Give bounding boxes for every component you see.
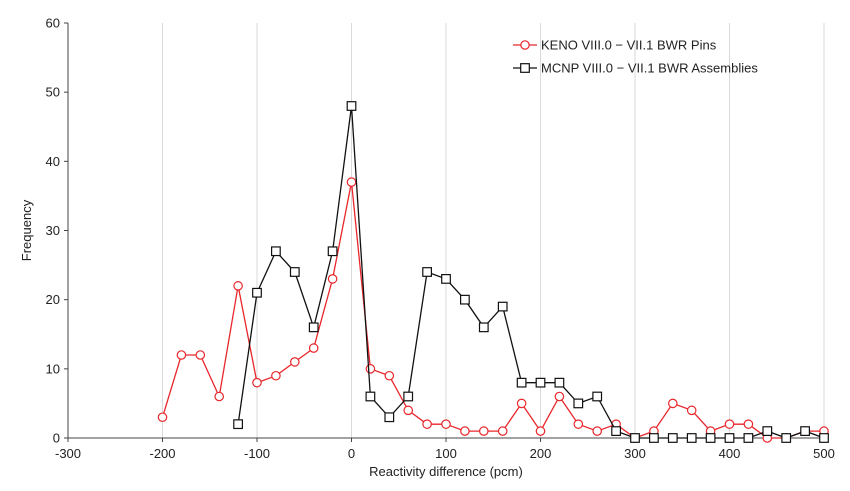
data-point-0 [724, 419, 735, 429]
y-tick-label: 10 [46, 361, 60, 376]
grid [162, 23, 825, 438]
legend-marker-mcnp [520, 63, 530, 73]
data-point-0 [346, 177, 357, 187]
x-axis-label: Reactivity difference (pcm) [369, 464, 523, 479]
data-point-1 [724, 433, 735, 443]
data-point-1 [441, 274, 451, 284]
data-point-0 [743, 419, 754, 429]
x-tick-label: -100 [244, 446, 270, 461]
data-point-1 [686, 433, 697, 443]
data-point-0 [403, 405, 413, 416]
data-point-1 [705, 433, 716, 443]
series-line-0 [161, 181, 824, 439]
x-tick-label: 200 [530, 446, 552, 461]
data-point-1 [365, 391, 376, 402]
data-point-1 [554, 377, 565, 388]
data-point-1 [497, 301, 508, 312]
data-point-0 [554, 391, 565, 402]
x-tick-label: 0 [348, 446, 355, 461]
data-point-0 [460, 426, 470, 436]
data-point-0 [365, 364, 376, 374]
legend-label-keno: KENO VIII.0 − VII.1 BWR Pins [541, 38, 717, 53]
data-point-1 [781, 433, 792, 443]
data-point-0 [271, 370, 281, 381]
y-axis-label: Frequency [19, 199, 34, 261]
data-point-1 [384, 412, 395, 423]
x-tick-label: 500 [813, 446, 835, 461]
data-point-1 [346, 101, 357, 111]
data-point-0 [441, 419, 451, 429]
x-tick-label: -300 [55, 446, 81, 461]
x-tick-label: 300 [624, 446, 646, 461]
y-tick-label: 30 [46, 223, 60, 238]
x-tick-label: -200 [149, 446, 175, 461]
legend-label-mcnp: MCNP VIII.0 − VII.1 BWR Assemblies [541, 61, 758, 76]
data-point-0 [384, 370, 395, 381]
data-point-0 [252, 377, 262, 388]
data-point-0 [592, 426, 602, 436]
data-point-0 [176, 350, 187, 360]
data-point-1 [516, 377, 527, 388]
y-tick-label: 50 [46, 85, 60, 100]
y-tick-label: 0 [53, 431, 60, 446]
legend-marker-keno [520, 40, 530, 50]
data-point-0 [535, 426, 546, 436]
data-point-0 [422, 419, 432, 429]
data-point-0 [195, 350, 206, 360]
data-point-1 [289, 267, 300, 277]
data-point-1 [422, 267, 432, 277]
data-point-1 [762, 426, 773, 436]
data-point-0 [327, 274, 338, 284]
y-tick-label: 20 [46, 292, 60, 307]
data-point-1 [819, 433, 829, 443]
data-point-1 [573, 398, 584, 409]
data-point-0 [214, 391, 224, 402]
data-point-0 [667, 398, 678, 409]
series-layer [157, 101, 829, 443]
data-point-1 [743, 433, 754, 443]
data-point-1 [460, 294, 470, 305]
data-point-1 [271, 246, 281, 257]
data-point-1 [630, 433, 640, 443]
data-point-1 [478, 322, 489, 333]
data-point-1 [252, 287, 262, 298]
data-point-0 [233, 281, 243, 291]
series-line-1 [237, 105, 825, 439]
data-point-0 [478, 426, 489, 436]
data-point-1 [592, 391, 603, 402]
data-point-0 [497, 426, 508, 436]
data-point-1 [800, 426, 810, 436]
data-point-0 [516, 398, 527, 409]
data-point-1 [667, 433, 678, 443]
data-point-0 [308, 343, 319, 353]
data-point-0 [157, 412, 168, 423]
data-point-1 [233, 419, 244, 430]
data-point-1 [611, 426, 621, 436]
axes: 0 10 20 30 40 50 60 -300 -200 -100 0 100 200 300 400 50… [46, 16, 835, 462]
data-point-0 [686, 405, 697, 416]
x-tick-label: 400 [719, 446, 741, 461]
x-tick-label: 100 [435, 446, 457, 461]
data-point-1 [403, 391, 414, 402]
legend: KENO VIII.0 − VII.1 BWR Pins MCNP VIII.0… [513, 38, 758, 76]
data-point-1 [308, 322, 319, 333]
data-point-0 [289, 357, 300, 367]
y-tick-label: 40 [46, 154, 60, 169]
data-point-1 [327, 246, 338, 257]
data-point-0 [573, 419, 584, 429]
y-tick-label: 60 [46, 16, 60, 31]
data-point-1 [648, 433, 659, 443]
data-point-1 [535, 377, 546, 388]
